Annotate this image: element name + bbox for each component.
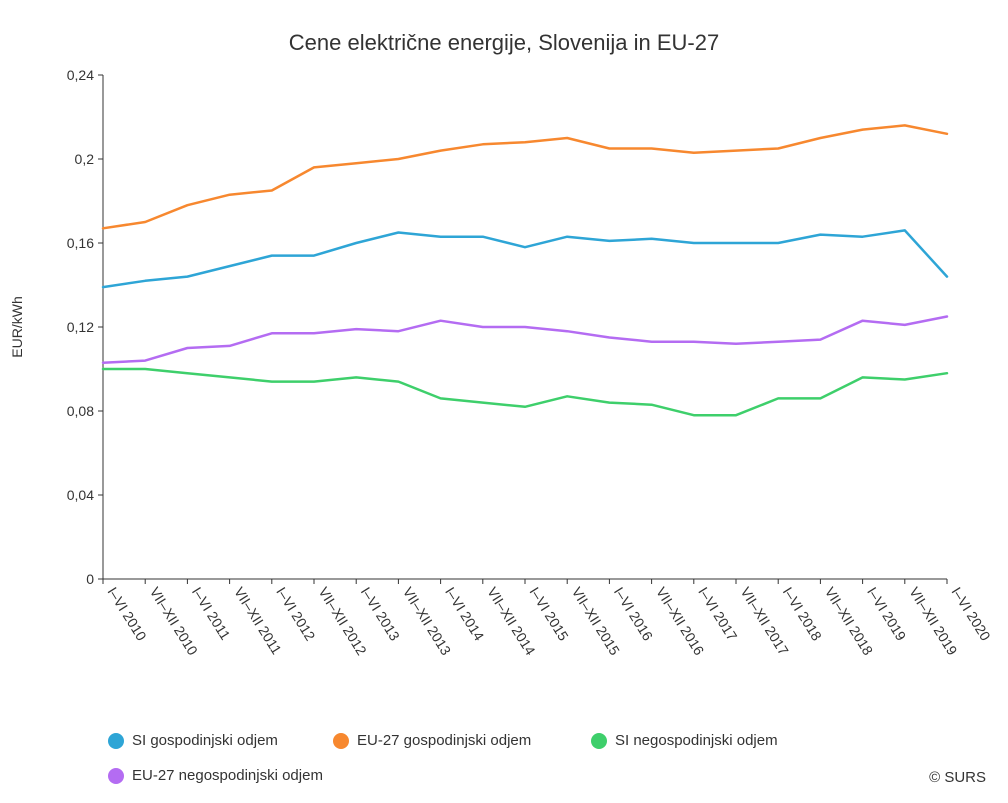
series-line-2 <box>101 367 949 417</box>
legend-label: SI gospodinjski odjem <box>132 732 278 749</box>
series-line-3 <box>101 315 949 364</box>
x-tick-label: I–VI 2020 <box>948 584 993 643</box>
y-tick-label: 0,08 <box>67 403 94 419</box>
legend-marker <box>591 732 607 749</box>
legend-marker <box>108 767 124 784</box>
y-tick-label: 0 <box>86 571 94 587</box>
legend-label: EU-27 gospodinjski odjem <box>357 732 532 749</box>
chart-title: Cene električne energije, Slovenija in E… <box>288 30 720 55</box>
legend-item-eu-household[interactable]: EU-27 gospodinjski odjem <box>333 732 531 749</box>
source-credit: © SURS <box>929 769 986 786</box>
legend-item-si-household[interactable]: SI gospodinjski odjem <box>108 732 278 749</box>
y-tick-label: 0,04 <box>67 487 94 503</box>
x-tick-label: I–VI 2011 <box>189 584 234 643</box>
y-tick-label: 0,2 <box>75 151 95 167</box>
series-line-1 <box>101 124 949 230</box>
x-tick-label: I–VI 2016 <box>611 584 656 643</box>
legend-label: EU-27 negospodinjski odjem <box>132 767 323 784</box>
legend-item-si-nonhousehold[interactable]: SI negospodinjski odjem <box>591 732 778 749</box>
y-tick-label: 0,16 <box>67 235 94 251</box>
y-tick-label: 0,24 <box>67 67 94 83</box>
legend-item-eu-nonhousehold[interactable]: EU-27 negospodinjski odjem <box>108 767 323 784</box>
x-tick-label: I–VI 2013 <box>358 584 403 643</box>
x-tick-label: I–VI 2017 <box>695 584 740 643</box>
series-lines <box>101 124 949 417</box>
series-line-0 <box>101 229 949 289</box>
y-axis-label: EUR/kWh <box>9 296 25 357</box>
legend-label: SI negospodinjski odjem <box>615 732 778 749</box>
y-tick-label: 0,12 <box>67 319 94 335</box>
x-tick-label: I–VI 2010 <box>104 584 149 643</box>
x-tick-label: I–VI 2018 <box>780 584 825 643</box>
x-tick-label: I–VI 2014 <box>442 584 487 643</box>
x-tick-label: I–VI 2015 <box>526 584 571 643</box>
legend-marker <box>108 732 124 749</box>
axes: 00,040,080,120,160,20,24I–VI 2010VII–XII… <box>67 67 994 658</box>
x-tick-label: I–VI 2012 <box>273 584 318 643</box>
x-tick-label: I–VI 2019 <box>864 584 909 643</box>
legend-marker <box>333 732 349 749</box>
